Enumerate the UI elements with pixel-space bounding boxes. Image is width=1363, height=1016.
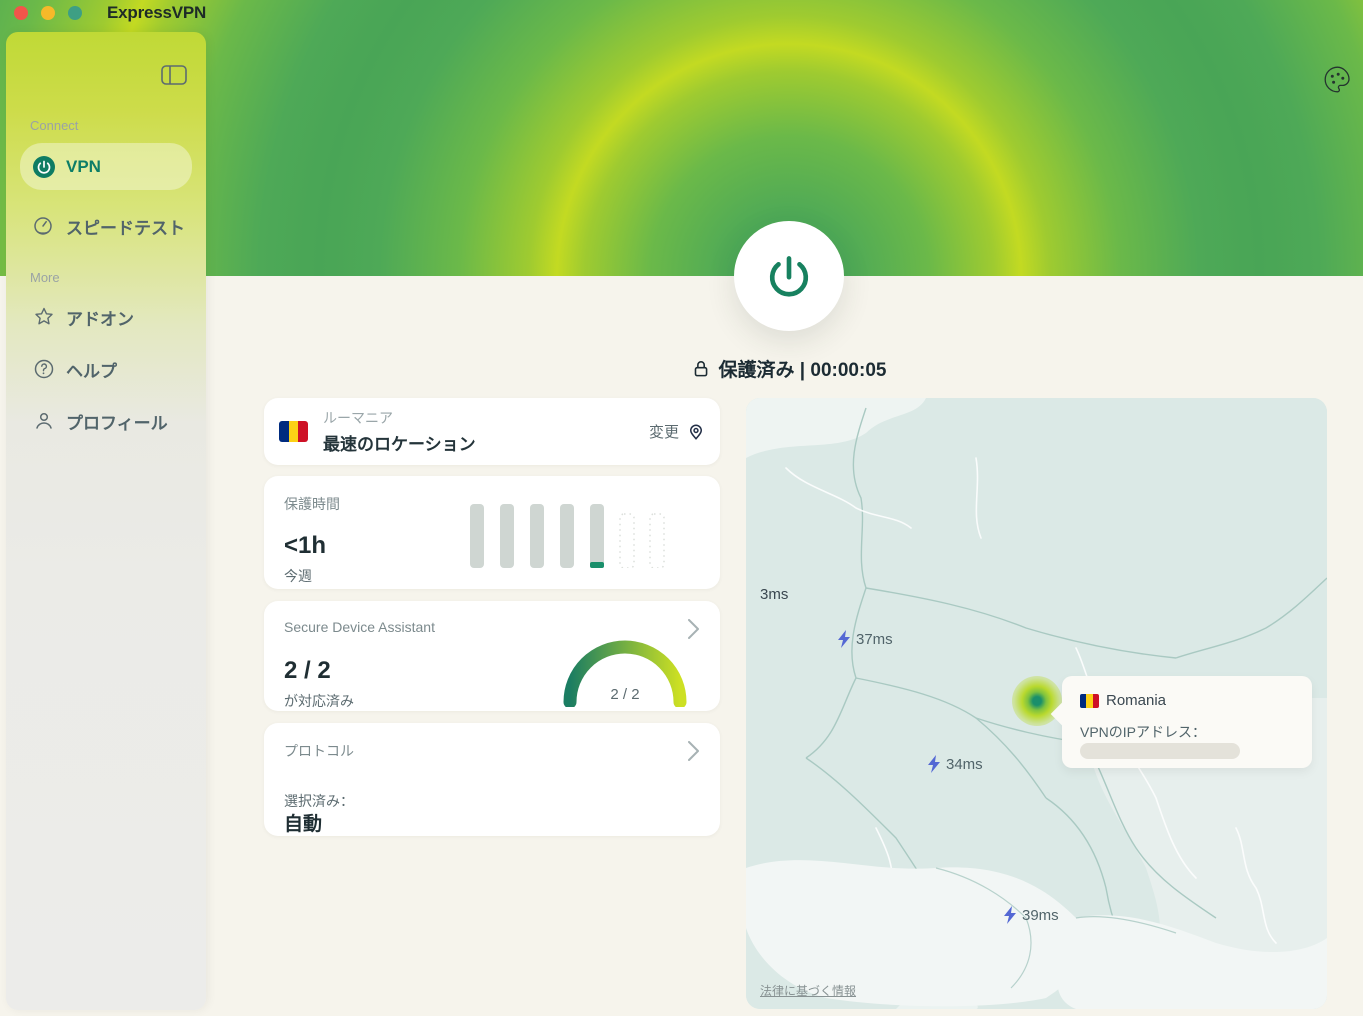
- svg-text:2 / 2: 2 / 2: [610, 686, 639, 703]
